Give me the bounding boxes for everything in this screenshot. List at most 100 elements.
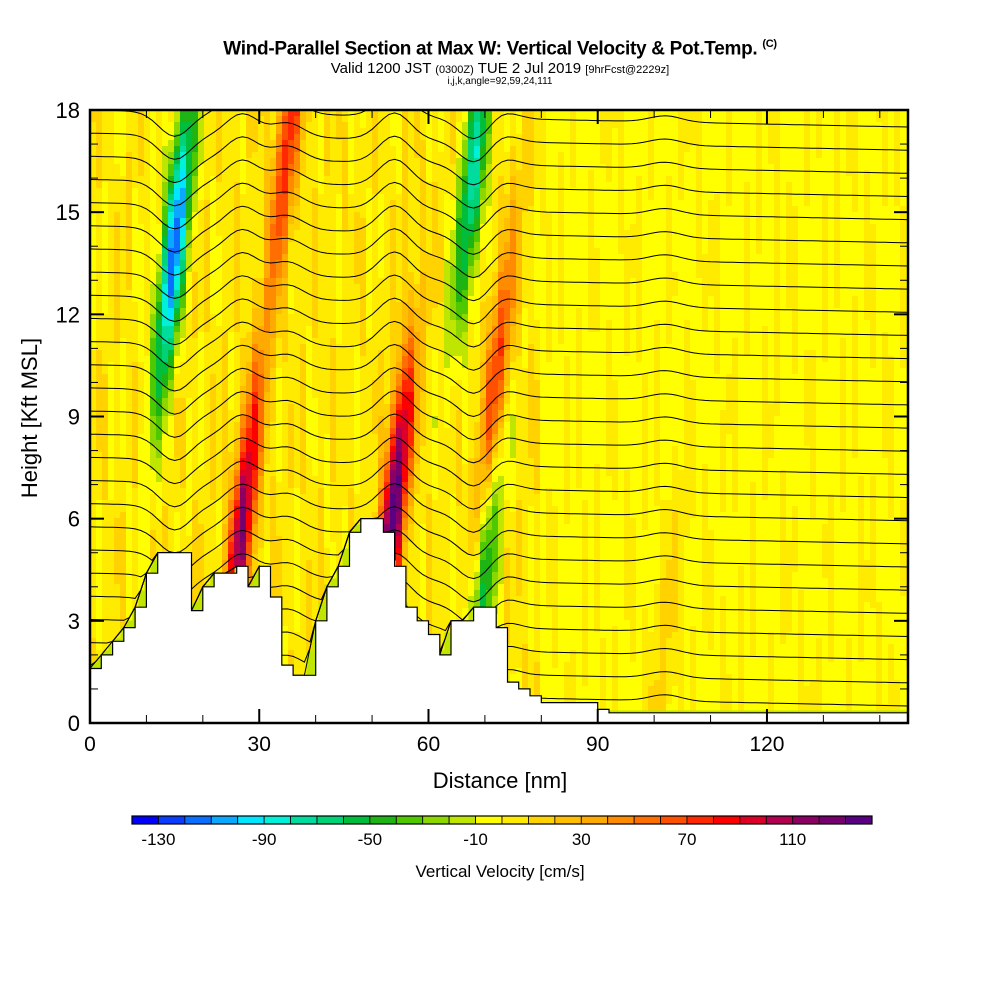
- field-cell: [120, 434, 127, 441]
- field-cell: [366, 254, 373, 261]
- field-cell: [126, 440, 133, 447]
- field-cell: [186, 242, 193, 249]
- field-cell: [360, 482, 367, 489]
- field-cell: [126, 596, 133, 603]
- field-cell: [192, 320, 199, 327]
- field-cell: [168, 320, 175, 327]
- field-cell: [132, 134, 139, 141]
- field-cell: [222, 140, 229, 147]
- field-cell: [150, 308, 157, 315]
- field-cell: [444, 320, 451, 327]
- field-cell: [246, 110, 253, 117]
- field-cell: [342, 350, 349, 357]
- field-cell: [168, 170, 175, 177]
- field-cell: [294, 392, 301, 399]
- field-cell: [240, 386, 247, 393]
- field-cell: [132, 314, 139, 321]
- field-cell: [306, 248, 313, 255]
- field-cell: [162, 338, 169, 345]
- field-cell: [438, 272, 445, 279]
- field-cell: [420, 212, 427, 219]
- field-cell: [102, 428, 109, 435]
- field-cell: [348, 290, 355, 297]
- field-cell: [144, 218, 151, 225]
- field-cell: [426, 500, 433, 507]
- field-cell: [114, 422, 121, 429]
- field-cell: [408, 212, 415, 219]
- field-cell: [318, 350, 325, 357]
- field-cell: [288, 224, 295, 231]
- field-cell: [210, 266, 217, 273]
- field-cell: [246, 572, 253, 579]
- field-cell: [186, 386, 193, 393]
- field-cell: [288, 182, 295, 189]
- field-cell: [240, 338, 247, 345]
- field-cell: [306, 380, 313, 387]
- field-cell: [354, 206, 361, 213]
- field-cell: [306, 398, 313, 405]
- field-cell: [210, 446, 217, 453]
- field-cell: [378, 218, 385, 225]
- field-cell: [228, 476, 235, 483]
- field-cell: [408, 494, 415, 501]
- field-cell: [108, 410, 115, 417]
- field-cell: [426, 596, 433, 603]
- field-cell: [228, 512, 235, 519]
- field-cell: [252, 530, 259, 537]
- field-cell: [126, 500, 133, 507]
- field-cell: [228, 284, 235, 291]
- field-cell: [330, 314, 337, 321]
- field-cell: [390, 266, 397, 273]
- field-cell: [120, 158, 127, 165]
- field-cell: [306, 410, 313, 417]
- field-cell: [390, 164, 397, 171]
- field-cell: [240, 368, 247, 375]
- field-cell: [396, 344, 403, 351]
- field-cell: [252, 170, 259, 177]
- field-cell: [420, 530, 427, 537]
- field-cell: [228, 218, 235, 225]
- field-cell: [408, 194, 415, 201]
- field-cell: [198, 386, 205, 393]
- field-cell: [372, 122, 379, 129]
- field-cell: [108, 560, 115, 567]
- field-cell: [96, 512, 103, 519]
- field-cell: [450, 338, 457, 345]
- field-cell: [396, 176, 403, 183]
- field-cell: [438, 122, 445, 129]
- field-cell: [336, 224, 343, 231]
- field-cell: [258, 404, 265, 411]
- field-cell: [204, 248, 211, 255]
- field-cell: [198, 320, 205, 327]
- field-cell: [366, 338, 373, 345]
- field-cell: [174, 110, 181, 117]
- field-cell: [96, 182, 103, 189]
- field-cell: [96, 188, 103, 195]
- field-cell: [432, 452, 439, 459]
- field-cell: [390, 296, 397, 303]
- field-cell: [216, 566, 223, 573]
- field-cell: [288, 458, 295, 465]
- field-cell: [342, 206, 349, 213]
- field-cell: [240, 116, 247, 123]
- field-cell: [210, 530, 217, 537]
- field-cell: [90, 554, 97, 561]
- field-cell: [258, 344, 265, 351]
- field-cell: [258, 458, 265, 465]
- field-cell: [426, 266, 433, 273]
- field-cell: [456, 182, 463, 189]
- field-cell: [234, 494, 241, 501]
- field-cell: [132, 524, 139, 531]
- field-cell: [342, 374, 349, 381]
- field-cell: [390, 260, 397, 267]
- field-cell: [438, 314, 445, 321]
- field-cell: [126, 206, 133, 213]
- field-cell: [444, 584, 451, 591]
- field-cell: [234, 380, 241, 387]
- field-cell: [180, 548, 187, 555]
- field-cell: [450, 320, 457, 327]
- field-cell: [270, 242, 277, 249]
- field-cell: [138, 548, 145, 555]
- field-cell: [372, 440, 379, 447]
- field-cell: [456, 158, 463, 165]
